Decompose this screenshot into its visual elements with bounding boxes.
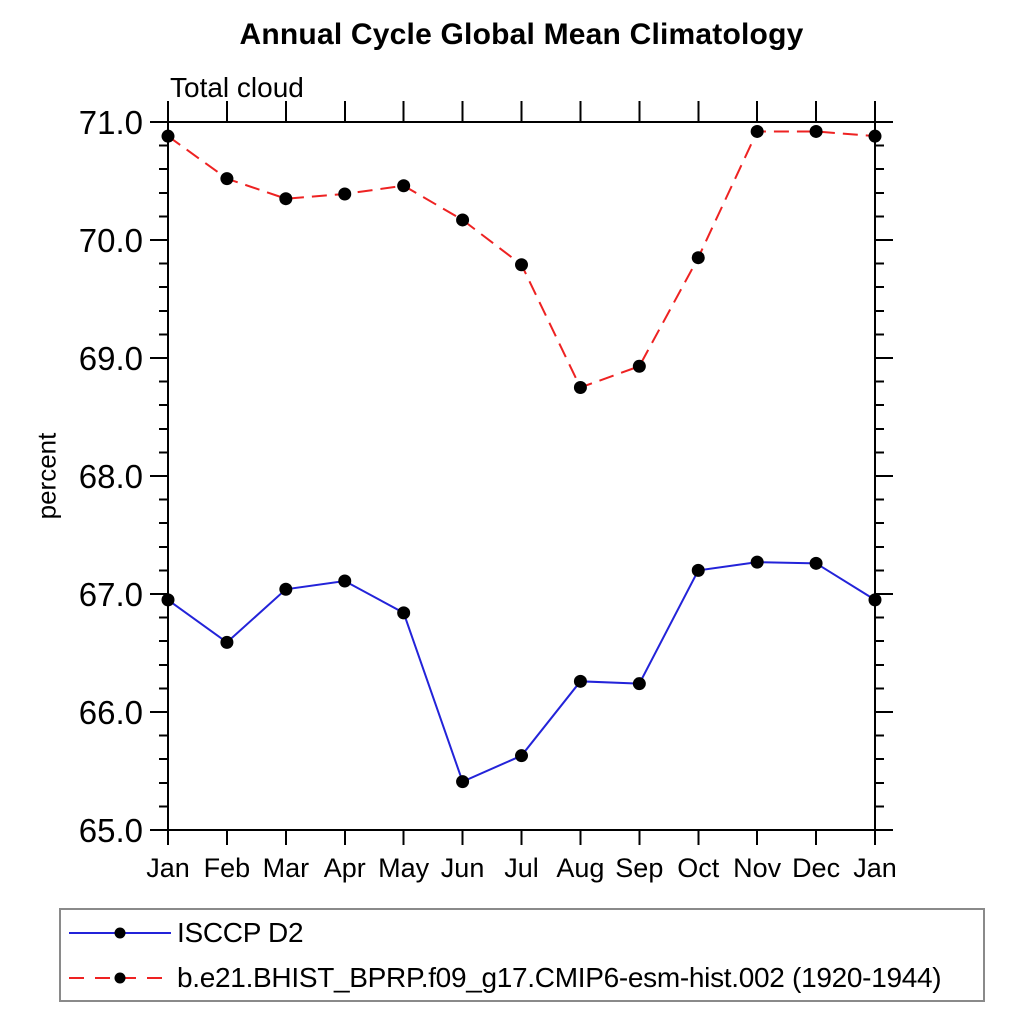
y-tick-label: 69.0 (79, 340, 143, 377)
data-point (220, 635, 234, 649)
data-point (573, 381, 587, 394)
x-tick-label: Sep (615, 853, 663, 883)
data-point (338, 574, 352, 588)
data-point (161, 593, 175, 607)
x-tick-label: Nov (733, 853, 782, 883)
legend-marker-dot-icon (114, 927, 126, 938)
data-point (220, 172, 234, 186)
x-tick-label: Aug (556, 853, 604, 883)
data-point (456, 775, 470, 789)
y-tick-label: 71.0 (79, 104, 143, 141)
x-tick-label: Mar (263, 853, 310, 883)
x-tick-label: Feb (204, 853, 251, 883)
data-point (515, 258, 528, 272)
data-point (750, 555, 764, 569)
y-tick-label: 67.0 (79, 576, 143, 613)
y-tick-label: 70.0 (79, 222, 143, 259)
data-point (573, 674, 587, 688)
y-tick-label: 68.0 (79, 458, 143, 495)
legend-line-solid-icon (69, 927, 171, 938)
legend-line-dashed-icon (69, 972, 171, 983)
legend-item-model: b.e21.BHIST_BPRP.f09_g17.CMIP6-esm-hist.… (61, 955, 983, 1000)
data-point (809, 556, 823, 570)
x-tick-label: Jun (441, 853, 485, 883)
x-tick-label: Jan (146, 853, 190, 883)
data-point (338, 187, 352, 201)
data-point (161, 129, 175, 143)
data-point (809, 124, 823, 138)
data-point (868, 593, 882, 607)
data-point (868, 129, 882, 143)
x-tick-label: May (378, 853, 430, 883)
x-tick-label: Jan (853, 853, 897, 883)
x-tick-label: Apr (324, 853, 366, 883)
x-tick-label: Dec (792, 853, 840, 883)
data-point (397, 179, 411, 193)
data-point (456, 213, 470, 227)
legend-marker-dot-icon (114, 972, 126, 983)
legend-label-model: b.e21.BHIST_BPRP.f09_g17.CMIP6-esm-hist.… (177, 961, 942, 993)
y-tick-label: 66.0 (79, 694, 143, 731)
data-point (279, 582, 293, 596)
data-point (632, 359, 646, 373)
data-point (515, 749, 528, 763)
data-point (691, 563, 705, 577)
series-line-isccp (167, 561, 876, 783)
plot-frame (167, 121, 876, 831)
chart-subtitle: Total cloud (170, 72, 304, 103)
x-tick-label: Jul (504, 853, 539, 883)
chart-title: Annual Cycle Global Mean Climatology (239, 18, 804, 51)
data-point (279, 192, 293, 206)
data-point (750, 124, 764, 138)
y-tick-label: 65.0 (79, 812, 143, 849)
data-point (632, 677, 646, 691)
legend-label-isccp: ISCCP D2 (177, 916, 304, 948)
data-point (691, 251, 705, 265)
x-tick-label: Oct (677, 853, 720, 883)
data-point (397, 606, 411, 620)
legend-box: ISCCP D2 b.e21.BHIST_BPRP.f09_g17.CMIP6-… (59, 908, 985, 1002)
legend-item-isccp: ISCCP D2 (61, 910, 983, 955)
